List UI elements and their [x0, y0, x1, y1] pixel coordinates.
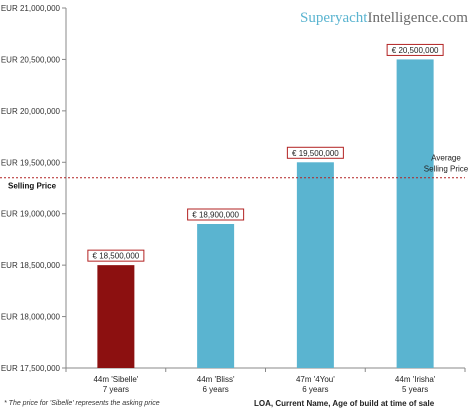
category-sublabel: 5 years — [402, 385, 428, 394]
bar — [296, 162, 334, 368]
y-tick-label: EUR 17,500,000 — [1, 364, 61, 373]
bar — [197, 224, 235, 368]
category-sublabel: 6 years — [302, 385, 328, 394]
y-tick-label: EUR 18,500,000 — [1, 261, 61, 270]
category-label: 47m '4You' — [296, 375, 335, 384]
brand-part1: Superyacht — [300, 10, 368, 26]
y-tick-label: EUR 18,000,000 — [1, 313, 61, 322]
data-label: € 18,900,000 — [192, 211, 239, 220]
average-left-label: Selling Price — [8, 182, 57, 191]
y-tick-label: EUR 19,500,000 — [1, 158, 61, 167]
y-tick-label: EUR 21,000,000 — [1, 4, 61, 13]
y-tick-label: EUR 20,500,000 — [1, 55, 61, 64]
average-label-line2: Selling Price — [424, 165, 469, 174]
data-label: € 20,500,000 — [392, 46, 439, 55]
footnote: * The price for 'Sibelle' represents the… — [4, 400, 160, 407]
average-label-line1: Average — [431, 154, 461, 163]
brand-part2: Intelligence.com — [367, 10, 468, 26]
data-label: € 19,500,000 — [292, 149, 339, 158]
y-tick-label: EUR 19,000,000 — [1, 210, 61, 219]
brand-logo: SuperyachtIntelligence.com — [300, 10, 468, 27]
bar — [396, 59, 434, 369]
category-label: 44m 'Bliss' — [197, 375, 235, 384]
data-label-box — [286, 146, 344, 159]
category-label: 44m 'Sibelle' — [93, 375, 138, 384]
category-sublabel: 6 years — [203, 385, 229, 394]
data-label-box — [386, 43, 444, 56]
data-label-box — [187, 208, 245, 221]
data-label: € 18,500,000 — [93, 252, 140, 261]
category-label: 44m 'Irisha' — [395, 375, 436, 384]
y-tick-label: EUR 20,000,000 — [1, 107, 61, 116]
bar — [97, 265, 135, 368]
data-label-box — [87, 249, 145, 262]
x-axis-title: LOA, Current Name, Age of build at time … — [254, 399, 435, 408]
category-sublabel: 7 years — [103, 385, 129, 394]
